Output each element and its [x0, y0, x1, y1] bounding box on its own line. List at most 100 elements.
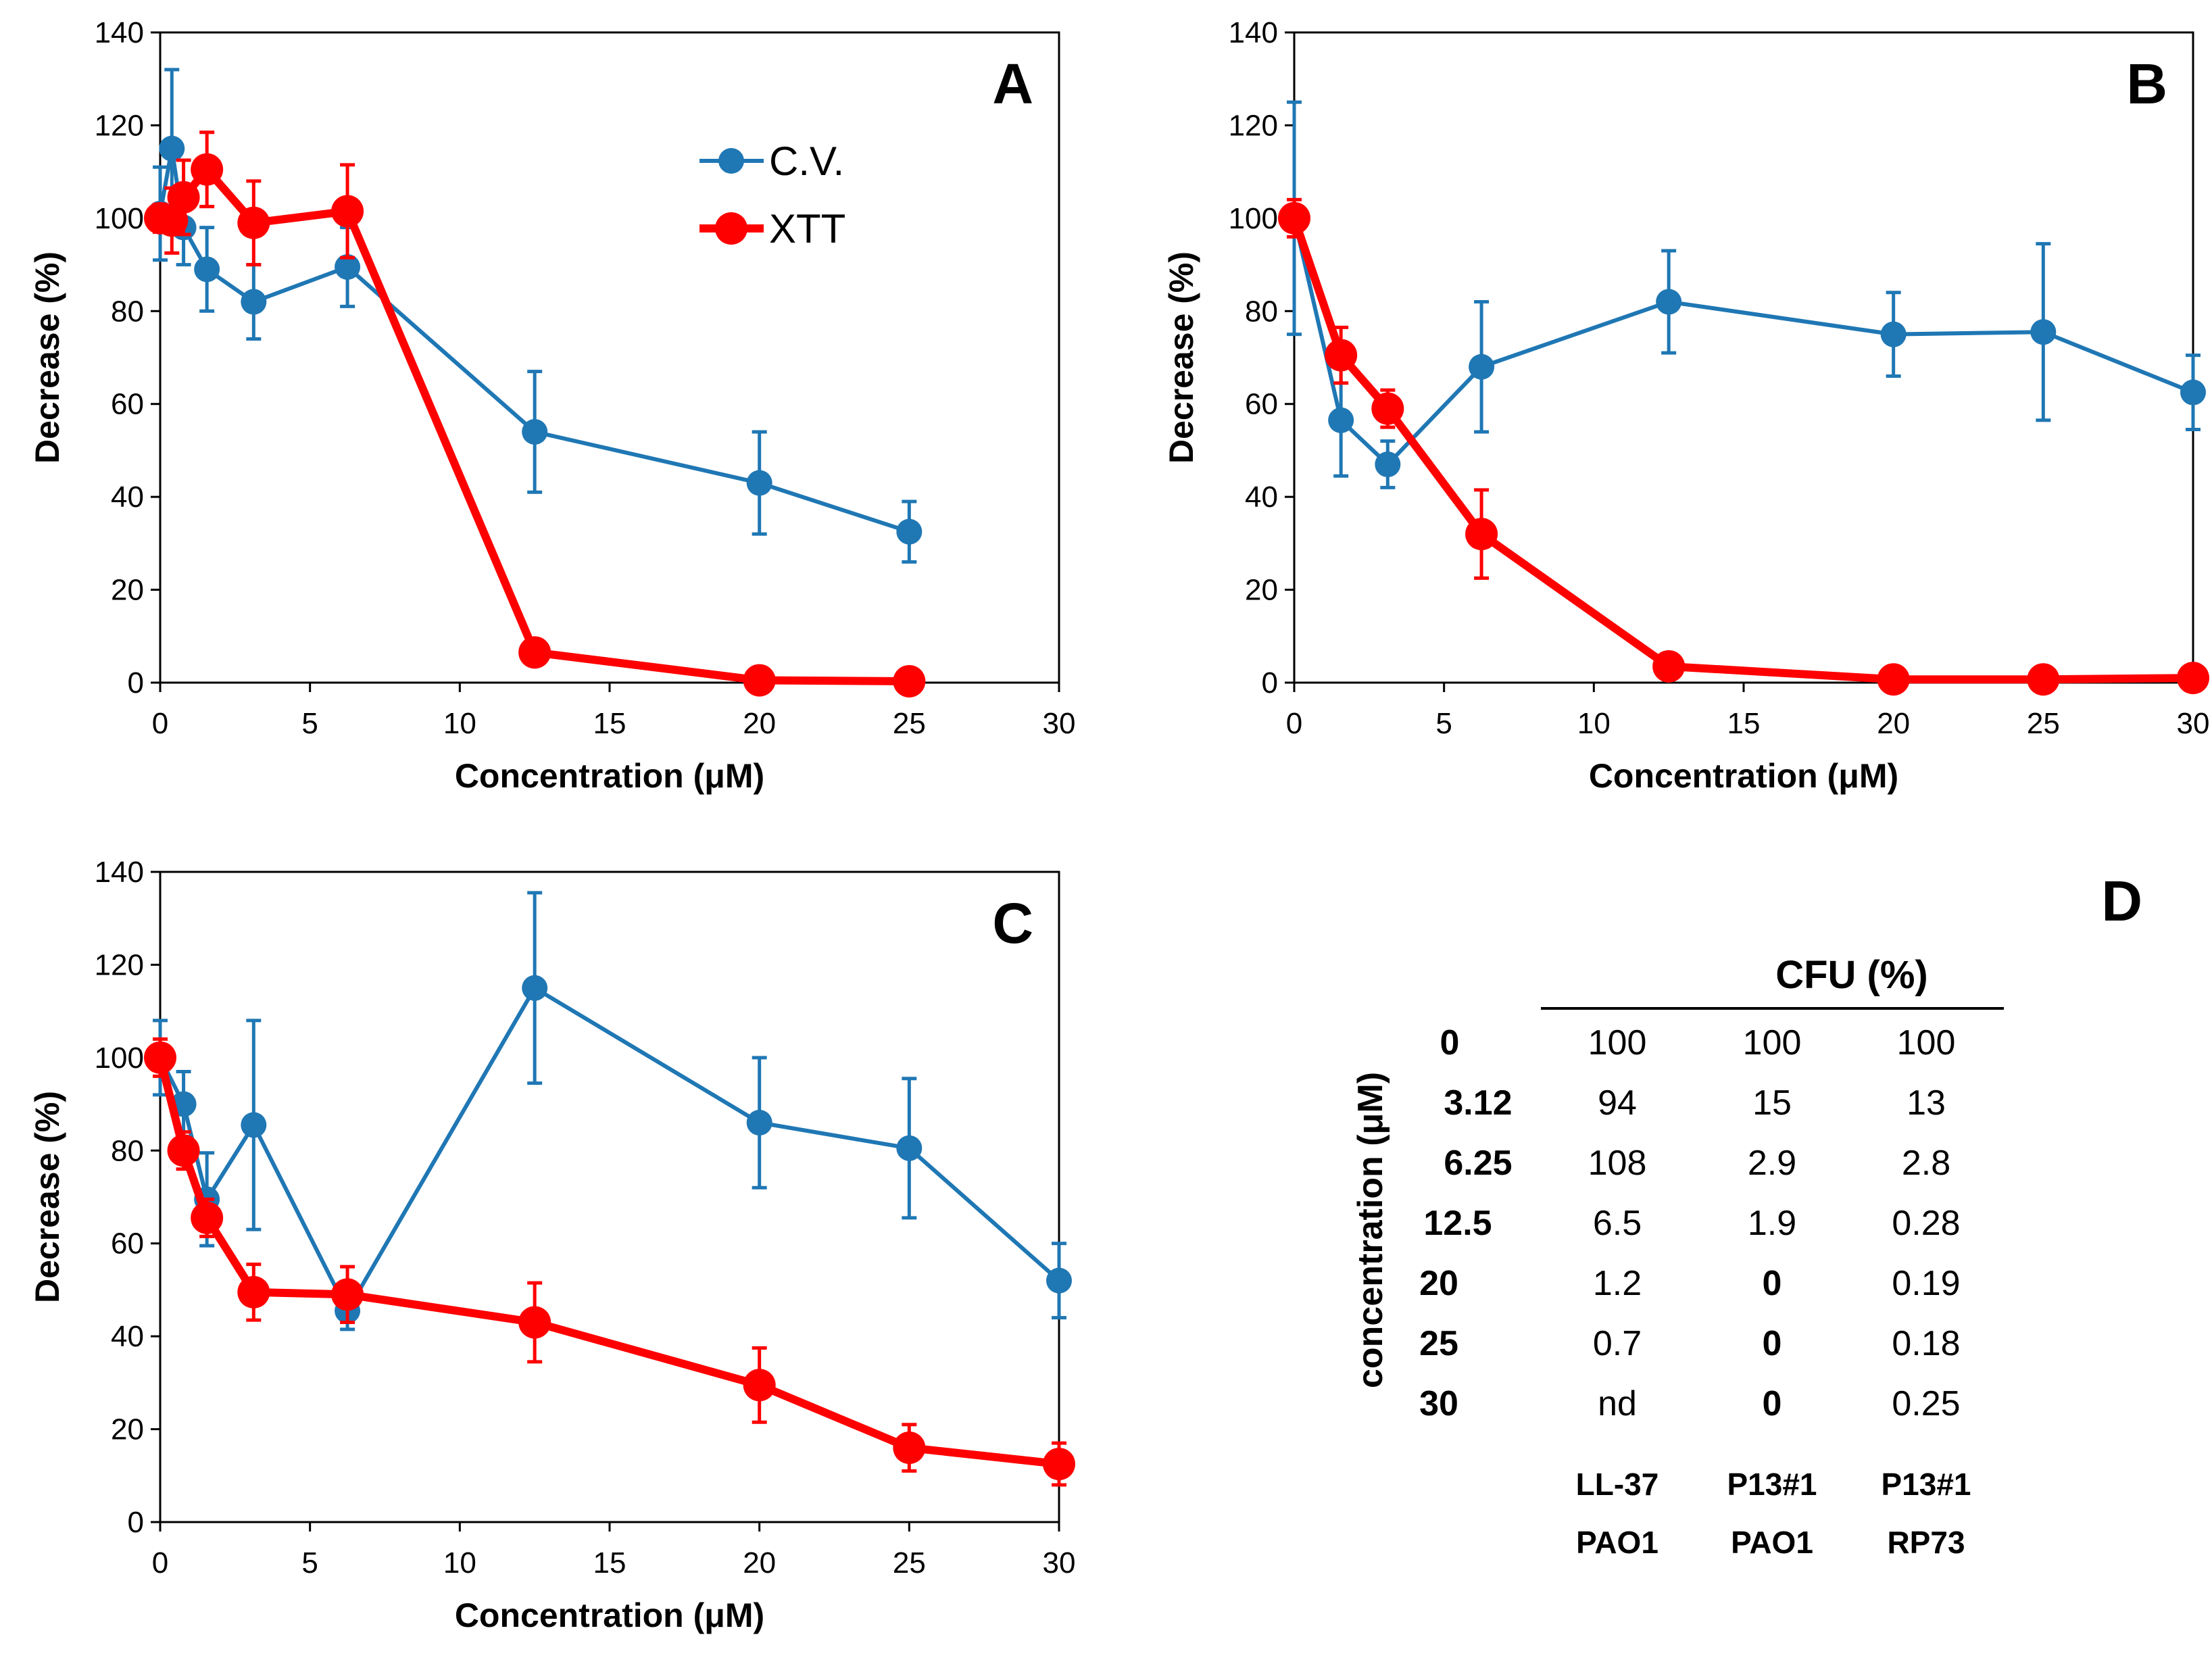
chart-b-xtick-label: 5: [1435, 707, 1452, 740]
chart-a-point-xtt: [743, 664, 776, 697]
table-row-concentration: 12.5: [1423, 1204, 1492, 1243]
table-cell: 100: [1588, 1023, 1647, 1062]
chart-a-panel-letter: A: [992, 52, 1033, 116]
chart-c-xtick-label: 10: [443, 1546, 476, 1580]
chart-a-ylabel: Decrease (%): [28, 251, 66, 464]
chart-b-point-cv: [1880, 321, 1907, 347]
chart-a-legend-marker: [718, 148, 744, 174]
chart-c-xtick-label: 30: [1043, 1546, 1076, 1580]
table-row: 3.12 94 15 13: [1444, 1083, 1946, 1123]
table-cell: 0.7: [1593, 1324, 1642, 1363]
chart-c-ytick-label: 100: [95, 1042, 144, 1075]
table-cell: 108: [1588, 1144, 1647, 1183]
table-cell: 100: [1743, 1023, 1802, 1062]
chart-b-point-cv: [2030, 319, 2057, 345]
chart-a-xtick-label: 10: [443, 707, 476, 740]
table-row-concentration: 6.25: [1444, 1144, 1512, 1183]
chart-b-ytick-label: 120: [1229, 109, 1278, 142]
chart-b-point-cv: [1656, 289, 1682, 315]
chart-b-ytick-label: 80: [1245, 295, 1278, 328]
chart-c-point-xtt: [743, 1369, 776, 1402]
chart-c-point-xtt: [167, 1134, 200, 1167]
chart-a-point-xtt: [191, 153, 224, 186]
table-cell: 2.8: [1902, 1144, 1950, 1183]
chart-c-ytick-label: 80: [111, 1134, 144, 1167]
chart-a-legend-label: C.V.: [769, 139, 844, 184]
chart-a-point-cv: [159, 135, 185, 162]
chart-b-point-xtt: [1371, 392, 1404, 425]
table-row-concentration: 20: [1419, 1264, 1458, 1303]
chart-c-point-cv: [746, 1110, 772, 1136]
chart-b-xtick-label: 25: [2027, 707, 2060, 740]
table-cell: 2.9: [1748, 1144, 1796, 1183]
chart-c-point-cv: [522, 975, 548, 1001]
chart-c-series-cv: [147, 891, 1072, 1331]
table-row-axis-label: concentration (μM): [1351, 1072, 1390, 1388]
table-cell: 100: [1897, 1023, 1956, 1062]
chart-a-point-xtt: [167, 180, 200, 214]
chart-c-xtick-label: 20: [743, 1546, 776, 1580]
table-cell: 1.2: [1593, 1264, 1642, 1303]
table-row: 0 100 100 100: [1440, 1023, 1956, 1062]
chart-b-point-cv: [1375, 451, 1401, 478]
chart-c-xlabel: Concentration (μM): [455, 1596, 764, 1634]
table-cell: 0: [1763, 1264, 1782, 1303]
chart-c-point-xtt: [518, 1306, 551, 1339]
table-row: 25 0.7 0 0.18: [1419, 1324, 1961, 1363]
chart-a-point-cv: [522, 418, 548, 445]
table-cell: 6.5: [1593, 1204, 1642, 1243]
chart-c-ytick-label: 40: [111, 1320, 144, 1353]
chart-b-ylabel: Decrease (%): [1162, 251, 1200, 464]
chart-b-xtick-label: 20: [1877, 707, 1910, 740]
chart-b-point-xtt: [1465, 518, 1498, 551]
table-row: 30 nd 0 0.25: [1419, 1384, 1961, 1423]
chart-a-point-cv: [335, 254, 361, 280]
chart-b-series-cv: [1281, 100, 2206, 489]
chart-c-ytick-label: 60: [111, 1227, 144, 1261]
chart-c-point-xtt: [144, 1041, 176, 1074]
panel-letter-d: D: [2101, 869, 2142, 933]
chart-c-plot-frame: [159, 871, 1060, 1523]
chart-a-point-cv: [746, 470, 772, 496]
chart-a-xtick-label: 5: [301, 707, 318, 740]
chart-c-ylabel: Decrease (%): [28, 1091, 66, 1303]
chart-c-point-xtt: [191, 1201, 224, 1234]
table-cell: 1.9: [1748, 1204, 1796, 1243]
chart-b-ytick-label: 140: [1229, 16, 1278, 49]
table-column-peptide: P13#1: [1727, 1467, 1817, 1502]
chart-b-ytick-label: 60: [1245, 388, 1278, 421]
chart-a-xtick-label: 15: [593, 707, 626, 740]
chart-c-xtick-label: 5: [301, 1546, 318, 1580]
chart-a-legend-label: XTT: [769, 206, 845, 251]
table-row-concentration: 0: [1440, 1023, 1460, 1062]
chart-a-ytick-label: 20: [111, 574, 144, 607]
chart-c-point-xtt: [1043, 1448, 1075, 1481]
chart-b-point-xtt: [1877, 663, 1910, 696]
chart-a-xlabel: Concentration (μM): [455, 757, 764, 795]
table-row: 12.5 6.5 1.9 0.28: [1423, 1204, 1960, 1243]
table-row-concentration: 3.12: [1444, 1083, 1512, 1123]
chart-c-point-cv: [241, 1112, 267, 1138]
chart-c-point-cv: [1046, 1267, 1072, 1294]
chart-b-point-xtt: [1652, 650, 1686, 683]
table-row-concentration: 30: [1419, 1384, 1458, 1423]
table-cell: 0.25: [1892, 1384, 1960, 1423]
table-cell: 0: [1763, 1324, 1782, 1363]
table-cell: 0.18: [1892, 1324, 1960, 1363]
chart-c-ytick-label: 140: [95, 856, 144, 889]
chart-c-point-xtt: [893, 1431, 926, 1465]
chart-b-point-xtt: [1325, 339, 1358, 372]
table-row: 20 1.2 0 0.19: [1419, 1264, 1961, 1303]
table-column-peptide: LL-37: [1576, 1467, 1659, 1502]
chart-a-xtick-label: 0: [152, 707, 168, 740]
chart-panel-b: 0 20 40 60 80 100 120 140 0 5 10 15 20 25 30 Concentrat…: [1162, 16, 2209, 795]
chart-c-line-xtt: [156, 1056, 1060, 1469]
table-header: CFU (%): [1775, 953, 1928, 997]
chart-b-point-cv: [1469, 353, 1495, 380]
chart-a-point-xtt: [893, 664, 926, 698]
chart-panel-a: 0 20 40 60 80 100 120 140 0 5 10 15 20 25 30 Concentrat…: [28, 16, 1075, 795]
chart-a-ytick-label: 60: [111, 388, 144, 421]
table-cell: 0: [1763, 1384, 1782, 1423]
chart-b-line-cv: [1292, 218, 2194, 467]
